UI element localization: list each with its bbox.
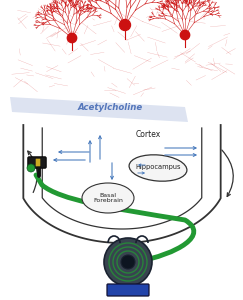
Circle shape <box>180 30 190 40</box>
FancyBboxPatch shape <box>28 157 46 168</box>
Text: Cortex: Cortex <box>135 130 161 139</box>
Ellipse shape <box>129 155 187 181</box>
FancyBboxPatch shape <box>107 284 149 296</box>
FancyBboxPatch shape <box>36 159 40 166</box>
Circle shape <box>27 164 35 172</box>
Text: Acetylcholine: Acetylcholine <box>77 103 143 112</box>
Text: Hippocampus: Hippocampus <box>135 164 181 170</box>
Circle shape <box>104 238 152 286</box>
Polygon shape <box>10 97 188 122</box>
Ellipse shape <box>82 183 134 213</box>
Text: Basal
Forebrain: Basal Forebrain <box>93 193 123 203</box>
Circle shape <box>120 20 130 31</box>
Circle shape <box>121 255 135 269</box>
Circle shape <box>67 33 77 43</box>
